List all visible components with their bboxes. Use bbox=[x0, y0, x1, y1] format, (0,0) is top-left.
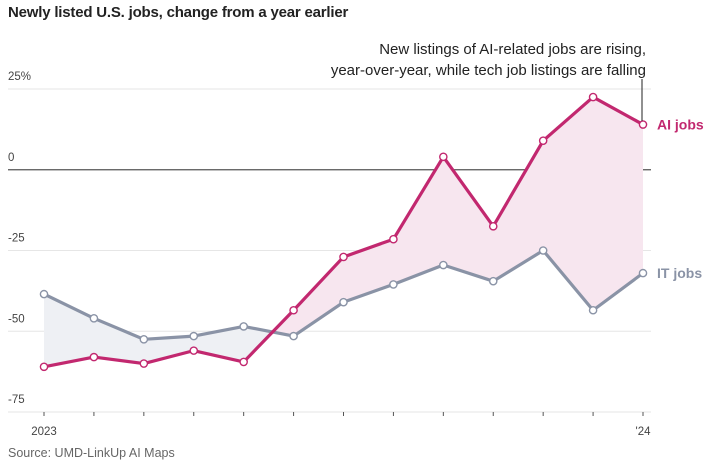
ai-jobs-point bbox=[189, 346, 199, 355]
chart-title: Newly listed U.S. jobs, change from a ye… bbox=[8, 4, 349, 21]
it-jobs-point bbox=[239, 322, 248, 331]
y-tick-label: -75 bbox=[8, 394, 25, 406]
it-jobs-point bbox=[189, 331, 199, 341]
y-tick-labels: 25% 0 -25 -50 -75 bbox=[8, 71, 31, 406]
it-jobs-point bbox=[89, 314, 99, 323]
ai-jobs-point bbox=[439, 152, 448, 162]
area-fills bbox=[44, 97, 643, 367]
ai-jobs-point bbox=[588, 92, 598, 102]
it-jobs-point bbox=[488, 276, 498, 286]
ai-jobs-point bbox=[339, 252, 348, 262]
y-tick-label: -50 bbox=[8, 313, 25, 325]
it-jobs-point bbox=[588, 305, 598, 315]
x-tick-label: 2023 bbox=[31, 426, 57, 438]
it-lead-area bbox=[44, 294, 273, 367]
y-tick-label: 0 bbox=[8, 152, 14, 164]
series-labels: AI jobs IT jobs bbox=[657, 117, 704, 282]
it-jobs-point bbox=[389, 280, 398, 289]
series-points bbox=[39, 92, 648, 372]
it-jobs-point bbox=[39, 289, 49, 299]
it-jobs-point bbox=[638, 268, 648, 278]
y-tick-label: 25% bbox=[8, 71, 31, 83]
y-tick-label: -25 bbox=[8, 233, 25, 245]
it-jobs-point bbox=[289, 331, 298, 341]
ai-jobs-point bbox=[239, 357, 248, 367]
annotation-line-1: New listings of AI-related jobs are risi… bbox=[379, 41, 646, 58]
it-jobs-point bbox=[439, 260, 448, 270]
ai-lead-area bbox=[272, 97, 643, 337]
x-axis: 2023 '24 bbox=[31, 412, 651, 438]
ai-jobs-point bbox=[89, 352, 99, 362]
it-jobs-point bbox=[538, 246, 548, 255]
ai-jobs-point bbox=[488, 221, 498, 231]
ai-jobs-label: AI jobs bbox=[657, 117, 704, 133]
ai-jobs-point bbox=[389, 234, 398, 244]
ai-jobs-point bbox=[638, 120, 648, 129]
it-jobs-point bbox=[139, 335, 149, 344]
x-tick-label: '24 bbox=[636, 426, 652, 438]
annotation-line-2: year-over-year, while tech job listings … bbox=[331, 62, 646, 79]
source-note: Source: UMD-LinkUp AI Maps bbox=[8, 446, 175, 460]
it-jobs-label: IT jobs bbox=[657, 265, 702, 281]
ai-jobs-point bbox=[538, 136, 548, 145]
it-jobs-point bbox=[339, 297, 348, 307]
ai-jobs-point bbox=[39, 362, 49, 372]
ai-jobs-point bbox=[139, 359, 149, 368]
ai-jobs-point bbox=[289, 305, 298, 315]
